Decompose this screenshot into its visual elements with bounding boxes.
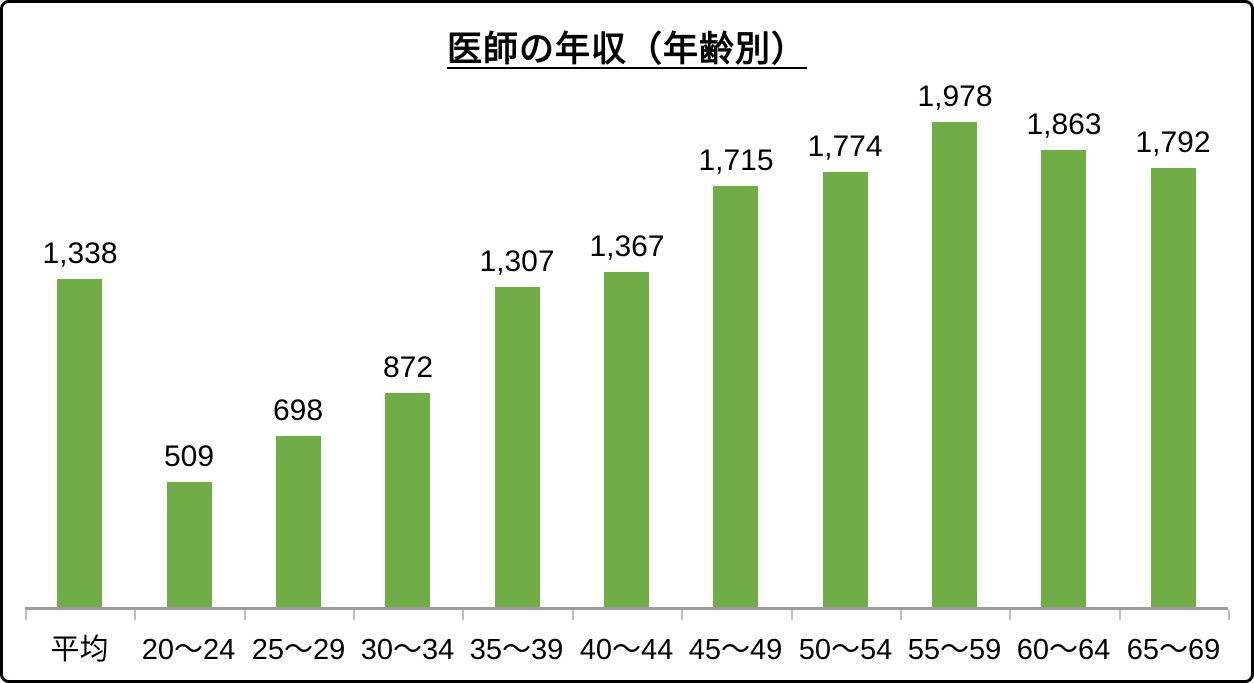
category-label-5: 40〜44: [579, 634, 674, 666]
category-label-0: 平均: [50, 634, 109, 666]
value-label-3: 872: [382, 351, 434, 384]
bar-9: [1041, 150, 1086, 607]
category-label-7: 50〜54: [798, 634, 893, 666]
value-label-4: 1,307: [479, 245, 555, 278]
category-label-10: 65〜69: [1126, 634, 1221, 666]
value-label-9: 1,863: [1026, 108, 1102, 141]
category-label-1: 20〜24: [141, 634, 236, 666]
value-label-6: 1,715: [698, 144, 774, 177]
value-label-1: 509: [163, 440, 215, 473]
value-label-8: 1,978: [917, 80, 993, 113]
x-axis-tick: [1009, 610, 1011, 620]
x-axis-tick: [244, 610, 246, 620]
chart-title: 医師の年収（年齢別）: [446, 30, 807, 69]
value-label-7: 1,774: [807, 130, 883, 163]
category-label-6: 45〜49: [688, 634, 783, 666]
category-label-8: 55〜59: [907, 634, 1002, 666]
value-label-0: 1,338: [42, 237, 118, 270]
x-axis-tick: [1228, 610, 1230, 620]
category-label-4: 35〜39: [469, 634, 564, 666]
x-axis-tick: [134, 610, 136, 620]
x-axis-tick: [900, 610, 902, 620]
bar-4: [495, 287, 540, 607]
value-label-2: 698: [272, 394, 324, 427]
value-label-10: 1,792: [1135, 126, 1211, 159]
bar-7: [823, 172, 868, 607]
bar-10: [1151, 168, 1196, 607]
x-axis-tick: [1119, 610, 1121, 620]
bar-3: [385, 393, 430, 607]
x-axis-tick: [25, 610, 27, 620]
bar-2: [276, 436, 321, 607]
value-label-5: 1,367: [589, 230, 665, 263]
bar-0: [57, 279, 102, 607]
plot-area: 1,338 平均 509 20〜24 698 25〜29 872 30〜34 1,307 35〜3…: [3, 3, 1251, 680]
x-axis-tick: [353, 610, 355, 620]
bar-8: [932, 122, 977, 607]
bar-6: [713, 186, 758, 607]
category-label-9: 60〜64: [1016, 634, 1111, 666]
bar-5: [604, 272, 649, 607]
x-axis-line: [25, 607, 1228, 610]
category-label-3: 30〜34: [360, 634, 455, 666]
x-axis-tick: [572, 610, 574, 620]
x-axis-tick: [791, 610, 793, 620]
bar-1: [167, 482, 212, 607]
x-axis-tick: [462, 610, 464, 620]
x-axis-tick: [681, 610, 683, 620]
category-label-2: 25〜29: [251, 634, 346, 666]
